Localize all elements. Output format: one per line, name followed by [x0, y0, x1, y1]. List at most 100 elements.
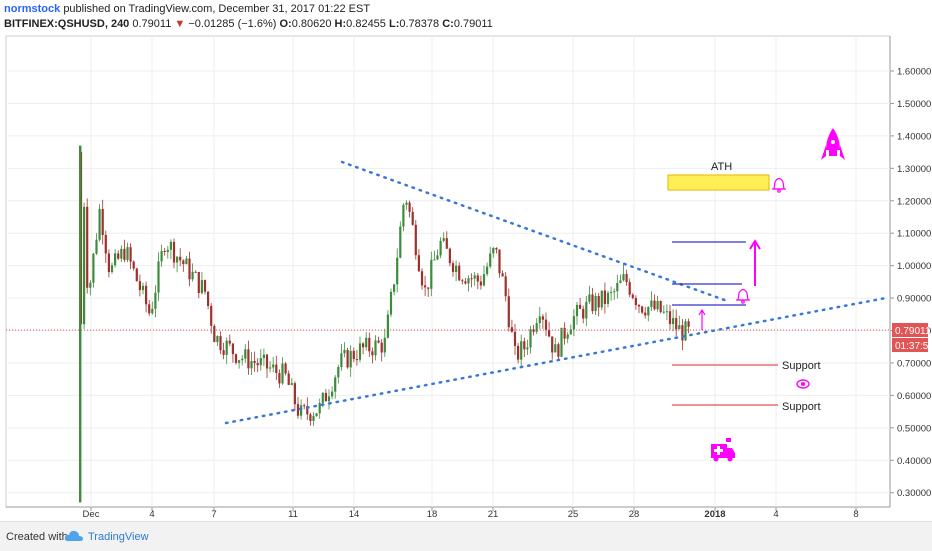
candle-body: [120, 248, 123, 259]
candle-body: [644, 312, 647, 316]
candle-body: [98, 208, 101, 240]
low-label: L:: [388, 18, 400, 30]
candle-body: [594, 296, 597, 312]
author-name[interactable]: normstock: [4, 3, 61, 15]
candle-body: [405, 202, 408, 205]
candle-body: [287, 373, 290, 385]
candle-body: [557, 344, 560, 357]
candle-body: [548, 329, 551, 337]
candles: [79, 145, 690, 503]
created-with-text: Created with: [6, 531, 68, 543]
open-value: 0.80620: [291, 18, 332, 30]
candle-body: [343, 349, 346, 354]
candle-body: [380, 342, 383, 353]
candle-body: [662, 311, 665, 313]
candle-body-first: [79, 145, 82, 503]
candle-body: [420, 271, 424, 286]
candle-body: [575, 304, 579, 317]
candle-body: [641, 306, 644, 313]
candle-body: [659, 300, 662, 313]
candle-body: [665, 311, 668, 313]
candle-body: [83, 206, 86, 325]
drawings[interactable]: ATH Support Support: [6, 128, 890, 462]
candle-body: [408, 202, 411, 212]
candle-body: [216, 336, 219, 343]
candle-body: [346, 349, 349, 368]
time-axis[interactable]: Dec 4 7 11 14 18 21 25 28 2018 4 8: [83, 507, 859, 520]
candle-body: [145, 285, 148, 305]
candle-body: [275, 364, 278, 373]
candle-body: [393, 284, 396, 292]
candle-body: [107, 253, 110, 273]
descending-trendline[interactable]: [340, 160, 732, 304]
candle-body: [114, 253, 117, 266]
candle-body: [117, 253, 120, 259]
candle-body: [383, 337, 386, 353]
tradingview-brand[interactable]: TradingView: [88, 531, 149, 543]
candle-body: [135, 268, 138, 282]
candle-body: [296, 404, 300, 416]
candle-body: [647, 307, 650, 316]
candle-body: [510, 327, 513, 332]
candle-body: [582, 308, 585, 319]
high-label: H:: [334, 18, 347, 30]
candle-body: [473, 275, 476, 279]
candle-body: [625, 274, 628, 283]
candle-body: [396, 257, 399, 285]
candle-body: [433, 259, 436, 261]
candle-body: [588, 294, 591, 302]
candle-body: [579, 304, 582, 309]
candle-body: [324, 392, 327, 402]
x-tick-label: 4: [773, 509, 778, 520]
price-axis[interactable]: 1.60000 1.50000 1.40000 1.30000 1.20000 1.100…: [890, 67, 931, 500]
candle-body: [526, 347, 529, 350]
candle-body: [169, 241, 172, 250]
candle-body: [681, 325, 684, 341]
candle-body: [358, 343, 362, 360]
small-up-arrow-icon: [698, 308, 706, 330]
candle-body: [470, 278, 473, 280]
price-chart[interactable]: 1.60000 1.50000 1.40000 1.30000 1.20000 1.100…: [0, 0, 932, 521]
candle-body: [479, 281, 482, 286]
candle-body: [253, 360, 256, 364]
candle-body: [126, 247, 129, 260]
candle-body: [532, 329, 535, 332]
x-tick-label: 4: [149, 509, 154, 520]
y-tick-label: 1.60000: [897, 67, 931, 78]
ascending-trendline[interactable]: [224, 296, 888, 425]
ath-box[interactable]: [667, 174, 770, 191]
candle-body: [334, 377, 337, 392]
candle-body: [281, 363, 284, 384]
x-tick-label: 2018: [704, 509, 725, 520]
candle-body: [538, 316, 541, 324]
candle-body: [176, 256, 179, 263]
candle-body: [312, 416, 315, 421]
candle-body: [101, 208, 104, 235]
x-tick-label: 21: [488, 509, 499, 520]
candle-body: [572, 316, 575, 330]
candle-body: [160, 250, 163, 262]
candle-body: [241, 358, 244, 361]
y-tick-label: 1.50000: [897, 99, 931, 110]
candle-body: [138, 281, 141, 291]
chart-header-line1: normstock published on TradingView.com, …: [4, 3, 370, 15]
support-label-upper: Support: [782, 360, 821, 372]
y-tick-label: 0.50000: [897, 423, 931, 434]
candle-body: [222, 350, 225, 355]
candle-body: [560, 327, 563, 357]
candle-body: [250, 360, 253, 369]
candle-body: [554, 344, 557, 353]
candle-body: [507, 296, 510, 328]
candle-body: [569, 329, 572, 335]
x-tick-label: 7: [211, 509, 216, 520]
candle-body: [467, 278, 470, 284]
candle-body: [365, 337, 368, 348]
candle-body: [414, 224, 417, 256]
candle-body: [110, 265, 114, 273]
candle-body: [132, 261, 135, 269]
candle-body: [482, 274, 486, 286]
candle-body: [141, 285, 145, 291]
candle-body: [451, 263, 455, 272]
candle-body: [244, 349, 247, 359]
candle-body: [182, 260, 185, 265]
